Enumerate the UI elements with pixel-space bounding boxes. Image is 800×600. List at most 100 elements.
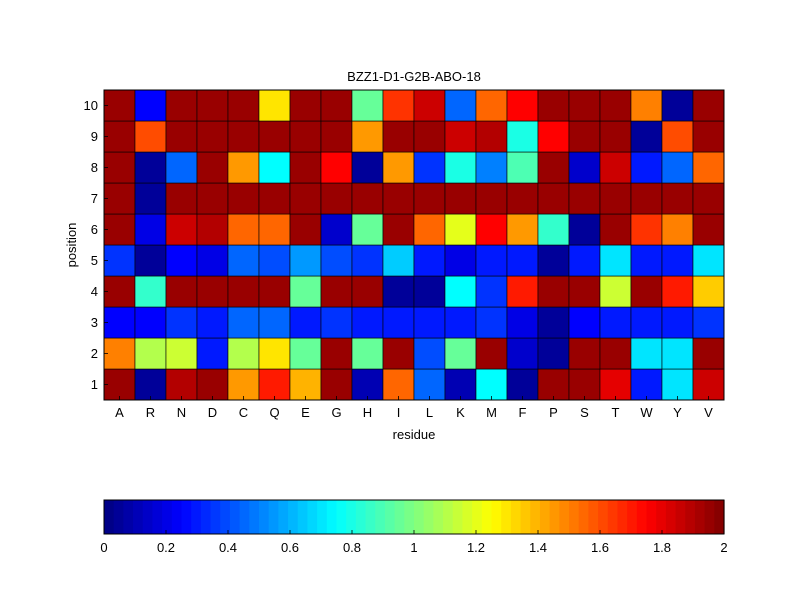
heatmap-cell-M-10	[475, 89, 508, 122]
heatmap-cell-L-7	[413, 182, 446, 215]
heatmap-cell-N-4	[165, 275, 198, 308]
heatmap-cell-M-4	[475, 275, 508, 308]
heatmap-cell-Y-7	[661, 182, 694, 215]
heatmap-cell-N-3	[165, 306, 198, 339]
heatmap-cell-L-10	[413, 89, 446, 122]
heatmap-cell-K-10	[444, 89, 477, 122]
colorbar-step	[472, 500, 483, 534]
heatmap-cell-W-10	[630, 89, 663, 122]
heatmap-cell-M-6	[475, 213, 508, 246]
colorbar-step	[520, 500, 531, 534]
colorbar-step	[181, 500, 192, 534]
x-tick-label: I	[397, 405, 401, 420]
heatmap-cell-Y-2	[661, 337, 694, 370]
heatmap-cell-V-2	[692, 337, 725, 370]
colorbar-step	[491, 500, 502, 534]
heatmap-cell-P-2	[537, 337, 570, 370]
heatmap-cell-L-1	[413, 368, 446, 401]
heatmap-cell-K-4	[444, 275, 477, 308]
heatmap-cell-I-8	[382, 151, 415, 184]
heatmap-cell-S-5	[568, 244, 601, 277]
colorbar-step	[714, 500, 725, 534]
colorbar-step	[627, 500, 638, 534]
heatmap-cell-M-3	[475, 306, 508, 339]
heatmap-cell-H-8	[351, 151, 384, 184]
heatmap-cell-Y-6	[661, 213, 694, 246]
heatmap-cell-A-4	[103, 275, 136, 308]
heatmap-cell-Q-10	[258, 89, 291, 122]
heatmap-cell-G-2	[320, 337, 353, 370]
heatmap-cell-D-10	[196, 89, 229, 122]
heatmap-cell-W-8	[630, 151, 663, 184]
heatmap-cell-L-3	[413, 306, 446, 339]
heatmap-cell-R-5	[134, 244, 167, 277]
heatmap-cell-V-9	[692, 120, 725, 153]
colorbar-step	[481, 500, 493, 534]
colorbar-step	[142, 500, 154, 534]
heatmap-cell-N-7	[165, 182, 198, 215]
heatmap-cell-W-9	[630, 120, 663, 153]
heatmap-cell-D-7	[196, 182, 229, 215]
heatmap-cell-H-3	[351, 306, 384, 339]
colorbar-step	[229, 500, 241, 534]
colorbar-step	[675, 500, 686, 534]
heatmap-cell-C-1	[227, 368, 260, 401]
heatmap-cell-P-9	[537, 120, 570, 153]
heatmap-cell-C-10	[227, 89, 260, 122]
heatmap-cell-S-3	[568, 306, 601, 339]
heatmap-cell-A-2	[103, 337, 136, 370]
heatmap-cell-F-8	[506, 151, 539, 184]
heatmap-cell-N-6	[165, 213, 198, 246]
heatmap-cell-S-7	[568, 182, 601, 215]
heatmap-cell-V-4	[692, 275, 725, 308]
colorbar-step	[123, 500, 134, 534]
colorbar-step	[423, 500, 434, 534]
heatmap-cell-K-7	[444, 182, 477, 215]
colorbar-step	[598, 500, 609, 534]
heatmap-cell-L-6	[413, 213, 446, 246]
heatmap-cell-C-5	[227, 244, 260, 277]
colorbar-step	[607, 500, 619, 534]
heatmap-cell-K-2	[444, 337, 477, 370]
heatmap-cell-F-2	[506, 337, 539, 370]
heatmap-cell-Y-3	[661, 306, 694, 339]
heatmap-cell-Q-2	[258, 337, 291, 370]
heatmap-cell-I-3	[382, 306, 415, 339]
heatmap-cell-P-5	[537, 244, 570, 277]
heatmap-cell-H-5	[351, 244, 384, 277]
heatmap-cell-G-1	[320, 368, 353, 401]
x-tick-label: P	[549, 405, 558, 420]
x-tick-label: A	[115, 405, 124, 420]
colorbar-step	[694, 500, 706, 534]
heatmap-cell-V-10	[692, 89, 725, 122]
heatmap-cell-C-3	[227, 306, 260, 339]
colorbar-step	[530, 500, 541, 534]
heatmap-cell-T-3	[599, 306, 632, 339]
heatmap-cell-G-7	[320, 182, 353, 215]
heatmap-cell-Y-1	[661, 368, 694, 401]
y-tick-label: 3	[91, 315, 98, 330]
colorbar-step	[510, 500, 522, 534]
colorbar-step	[278, 500, 289, 534]
heatmap-cell-E-3	[289, 306, 322, 339]
heatmap-cell-R-6	[134, 213, 167, 246]
colorbar-step	[569, 500, 580, 534]
colorbar-tick-label: 0.2	[157, 540, 175, 555]
heatmap-cell-C-4	[227, 275, 260, 308]
heatmap-cell-R-2	[134, 337, 167, 370]
y-tick-label: 8	[91, 160, 98, 175]
colorbar-step	[636, 500, 648, 534]
heatmap-cell-M-7	[475, 182, 508, 215]
heatmap-cell-A-10	[103, 89, 136, 122]
y-tick-label: 4	[91, 284, 98, 299]
colorbar-step	[152, 500, 163, 534]
heatmap-cell-S-9	[568, 120, 601, 153]
colorbar-step	[268, 500, 279, 534]
colorbar-step	[539, 500, 551, 534]
heatmap-cell-P-10	[537, 89, 570, 122]
heatmap-cell-Q-5	[258, 244, 291, 277]
colorbar-step	[559, 500, 570, 534]
heatmap-cell-S-6	[568, 213, 601, 246]
y-tick-label: 9	[91, 129, 98, 144]
colorbar-tick-label: 1.4	[529, 540, 547, 555]
